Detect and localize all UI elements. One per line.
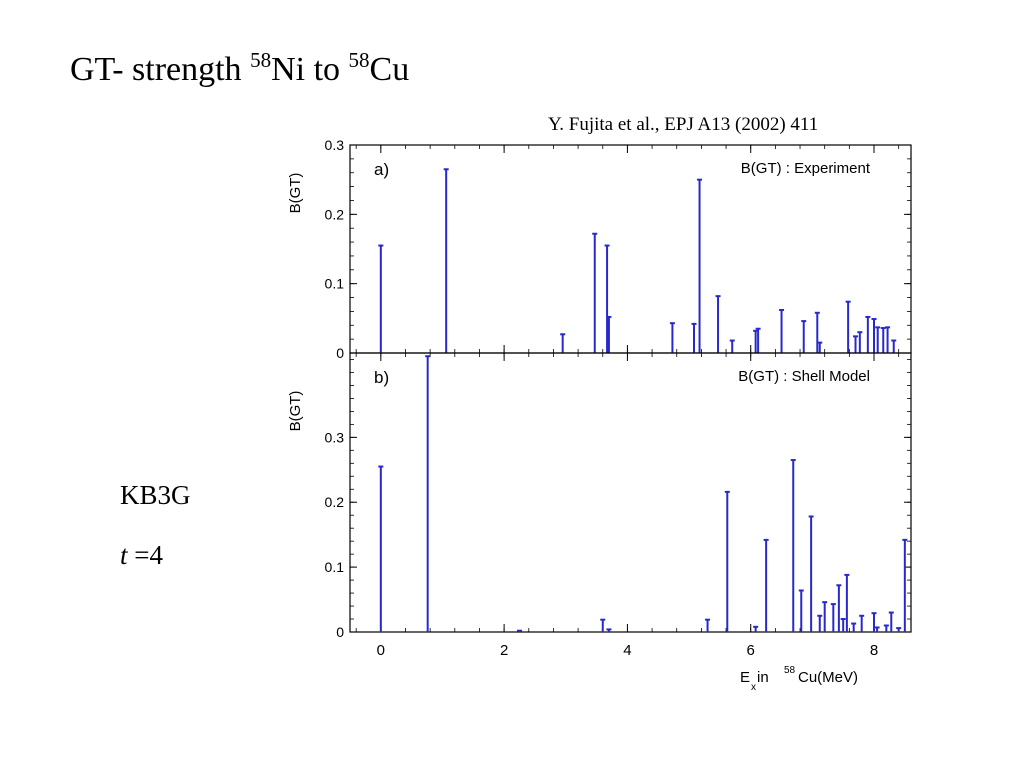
panel-b-ytick-label: 0.1 (325, 559, 345, 575)
panel-b-ytick-label: 0.2 (325, 494, 345, 510)
panel-b-ytick-label: 0.3 (325, 429, 345, 445)
panel-b-frame (349, 352, 912, 633)
xlabel-sup: 58 (784, 665, 796, 676)
title-nucleus-2: Cu (369, 51, 410, 88)
citation: Y. Fujita et al., EPJ A13 (2002) 411 (548, 114, 819, 135)
panel-a-legend: B(GT) : Experiment (741, 160, 871, 177)
panel-b-ytick-label: 0 (336, 624, 344, 640)
title-mass-number-2: 58 (348, 48, 370, 72)
panel-a-ytick-label: 0.2 (325, 206, 345, 222)
title-prefix: GT- strength (70, 51, 251, 88)
panel-a-ytick-label: 0.3 (325, 137, 345, 153)
slide-title: GT- strength 58Ni to 58Cu (70, 50, 409, 90)
title-mass-number-1: 58 (250, 48, 272, 72)
truncation-value: =4 (127, 540, 163, 570)
panel-a-ytick-label: 0.1 (325, 276, 345, 292)
panel-b-xtick-label: 0 (377, 642, 385, 659)
panel-b-label: b) (374, 368, 389, 387)
panel-b-xtick-label: 8 (870, 642, 878, 659)
xlabel-sub: x (751, 682, 756, 693)
title-nucleus-1: Ni to (271, 51, 349, 88)
panel-a-label: a) (374, 160, 389, 179)
panel-b-legend: B(GT) : Shell Model (738, 368, 870, 385)
xlabel-mid: in (757, 669, 769, 686)
panel-b-xtick-label: 2 (500, 642, 508, 659)
panel-a-ylabel: B(GT) (287, 173, 304, 214)
panel-b-xtick-label: 4 (623, 642, 631, 659)
model-name: KB3G (120, 480, 191, 510)
panel-a-ytick-label: 0 (336, 345, 344, 361)
xlabel-tail: Cu(MeV) (798, 669, 858, 686)
xlabel-main: E (740, 669, 750, 686)
panel-b-ylabel: B(GT) (287, 391, 304, 432)
truncation-label: t =4 (120, 540, 163, 571)
panel-b-xtick-label: 6 (747, 642, 755, 659)
truncation-variable: t (120, 540, 128, 570)
